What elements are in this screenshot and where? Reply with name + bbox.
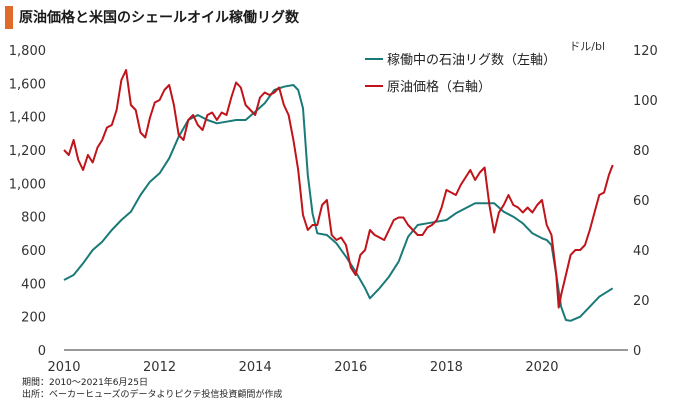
left-tick-label: 1,200 xyxy=(9,144,46,159)
x-tick-label: 2014 xyxy=(239,360,272,375)
left-tick-label: 600 xyxy=(21,244,46,259)
left-tick-label: 0 xyxy=(38,344,46,359)
left-tick-label: 800 xyxy=(21,211,46,226)
right-tick-label: 40 xyxy=(633,244,650,259)
left-tick-label: 1,600 xyxy=(9,77,46,92)
period-note: 期間：2010～2021年6月25日 xyxy=(22,378,148,388)
left-tick-label: 400 xyxy=(21,277,46,292)
left-tick-label: 1,400 xyxy=(9,111,46,126)
left-tick-label: 1,000 xyxy=(9,177,46,192)
right-tick-label: 100 xyxy=(633,94,658,109)
x-tick-label: 2012 xyxy=(143,360,176,375)
right-tick-label: 20 xyxy=(633,294,650,309)
x-tick-label: 2010 xyxy=(47,360,80,375)
rig-count-line xyxy=(63,84,614,322)
left-tick-label: 200 xyxy=(21,311,46,326)
oil-price-line xyxy=(63,69,614,309)
right-tick-label: 80 xyxy=(633,144,650,159)
x-tick-label: 2018 xyxy=(430,360,463,375)
right-tick-label: 60 xyxy=(633,194,650,209)
right-axis-ticks: 0 20 40 60 80 100 120 xyxy=(633,44,658,359)
title-accent-bar xyxy=(5,6,13,29)
x-tick-label: 2016 xyxy=(334,360,367,375)
legend-label-rigs: 稼働中の石油リグ数（左軸） xyxy=(387,53,556,68)
legend-label-oil: 原油価格（右軸） xyxy=(387,79,491,95)
left-axis-ticks: 0 200 400 600 800 1,000 1,200 1,400 1,600 1,800 xyxy=(9,44,46,359)
series-layer xyxy=(63,69,614,322)
right-tick-label: 0 xyxy=(633,344,641,359)
right-tick-label: 120 xyxy=(633,44,658,59)
source-note: 出所：ベーカーヒューズのデータよりピクテ投信投資顧問が作成 xyxy=(22,390,283,400)
chart-title: 原油価格と米国のシェールオイル稼働リグ数 xyxy=(19,10,299,26)
x-axis-ticks: 2010 2012 2014 2016 2018 2020 xyxy=(47,360,558,375)
left-tick-label: 1,800 xyxy=(9,44,46,59)
chart-notes: 期間：2010～2021年6月25日 出所：ベーカーヒューズのデータよりピクテ投… xyxy=(22,377,282,401)
chart-title-bar: 原油価格と米国のシェールオイル稼働リグ数 xyxy=(0,0,680,29)
right-axis-unit: ドル/bl xyxy=(569,40,605,53)
x-tick-label: 2020 xyxy=(525,360,558,375)
legend: 稼働中の石油リグ数（左軸） 原油価格（右軸） xyxy=(365,53,556,95)
